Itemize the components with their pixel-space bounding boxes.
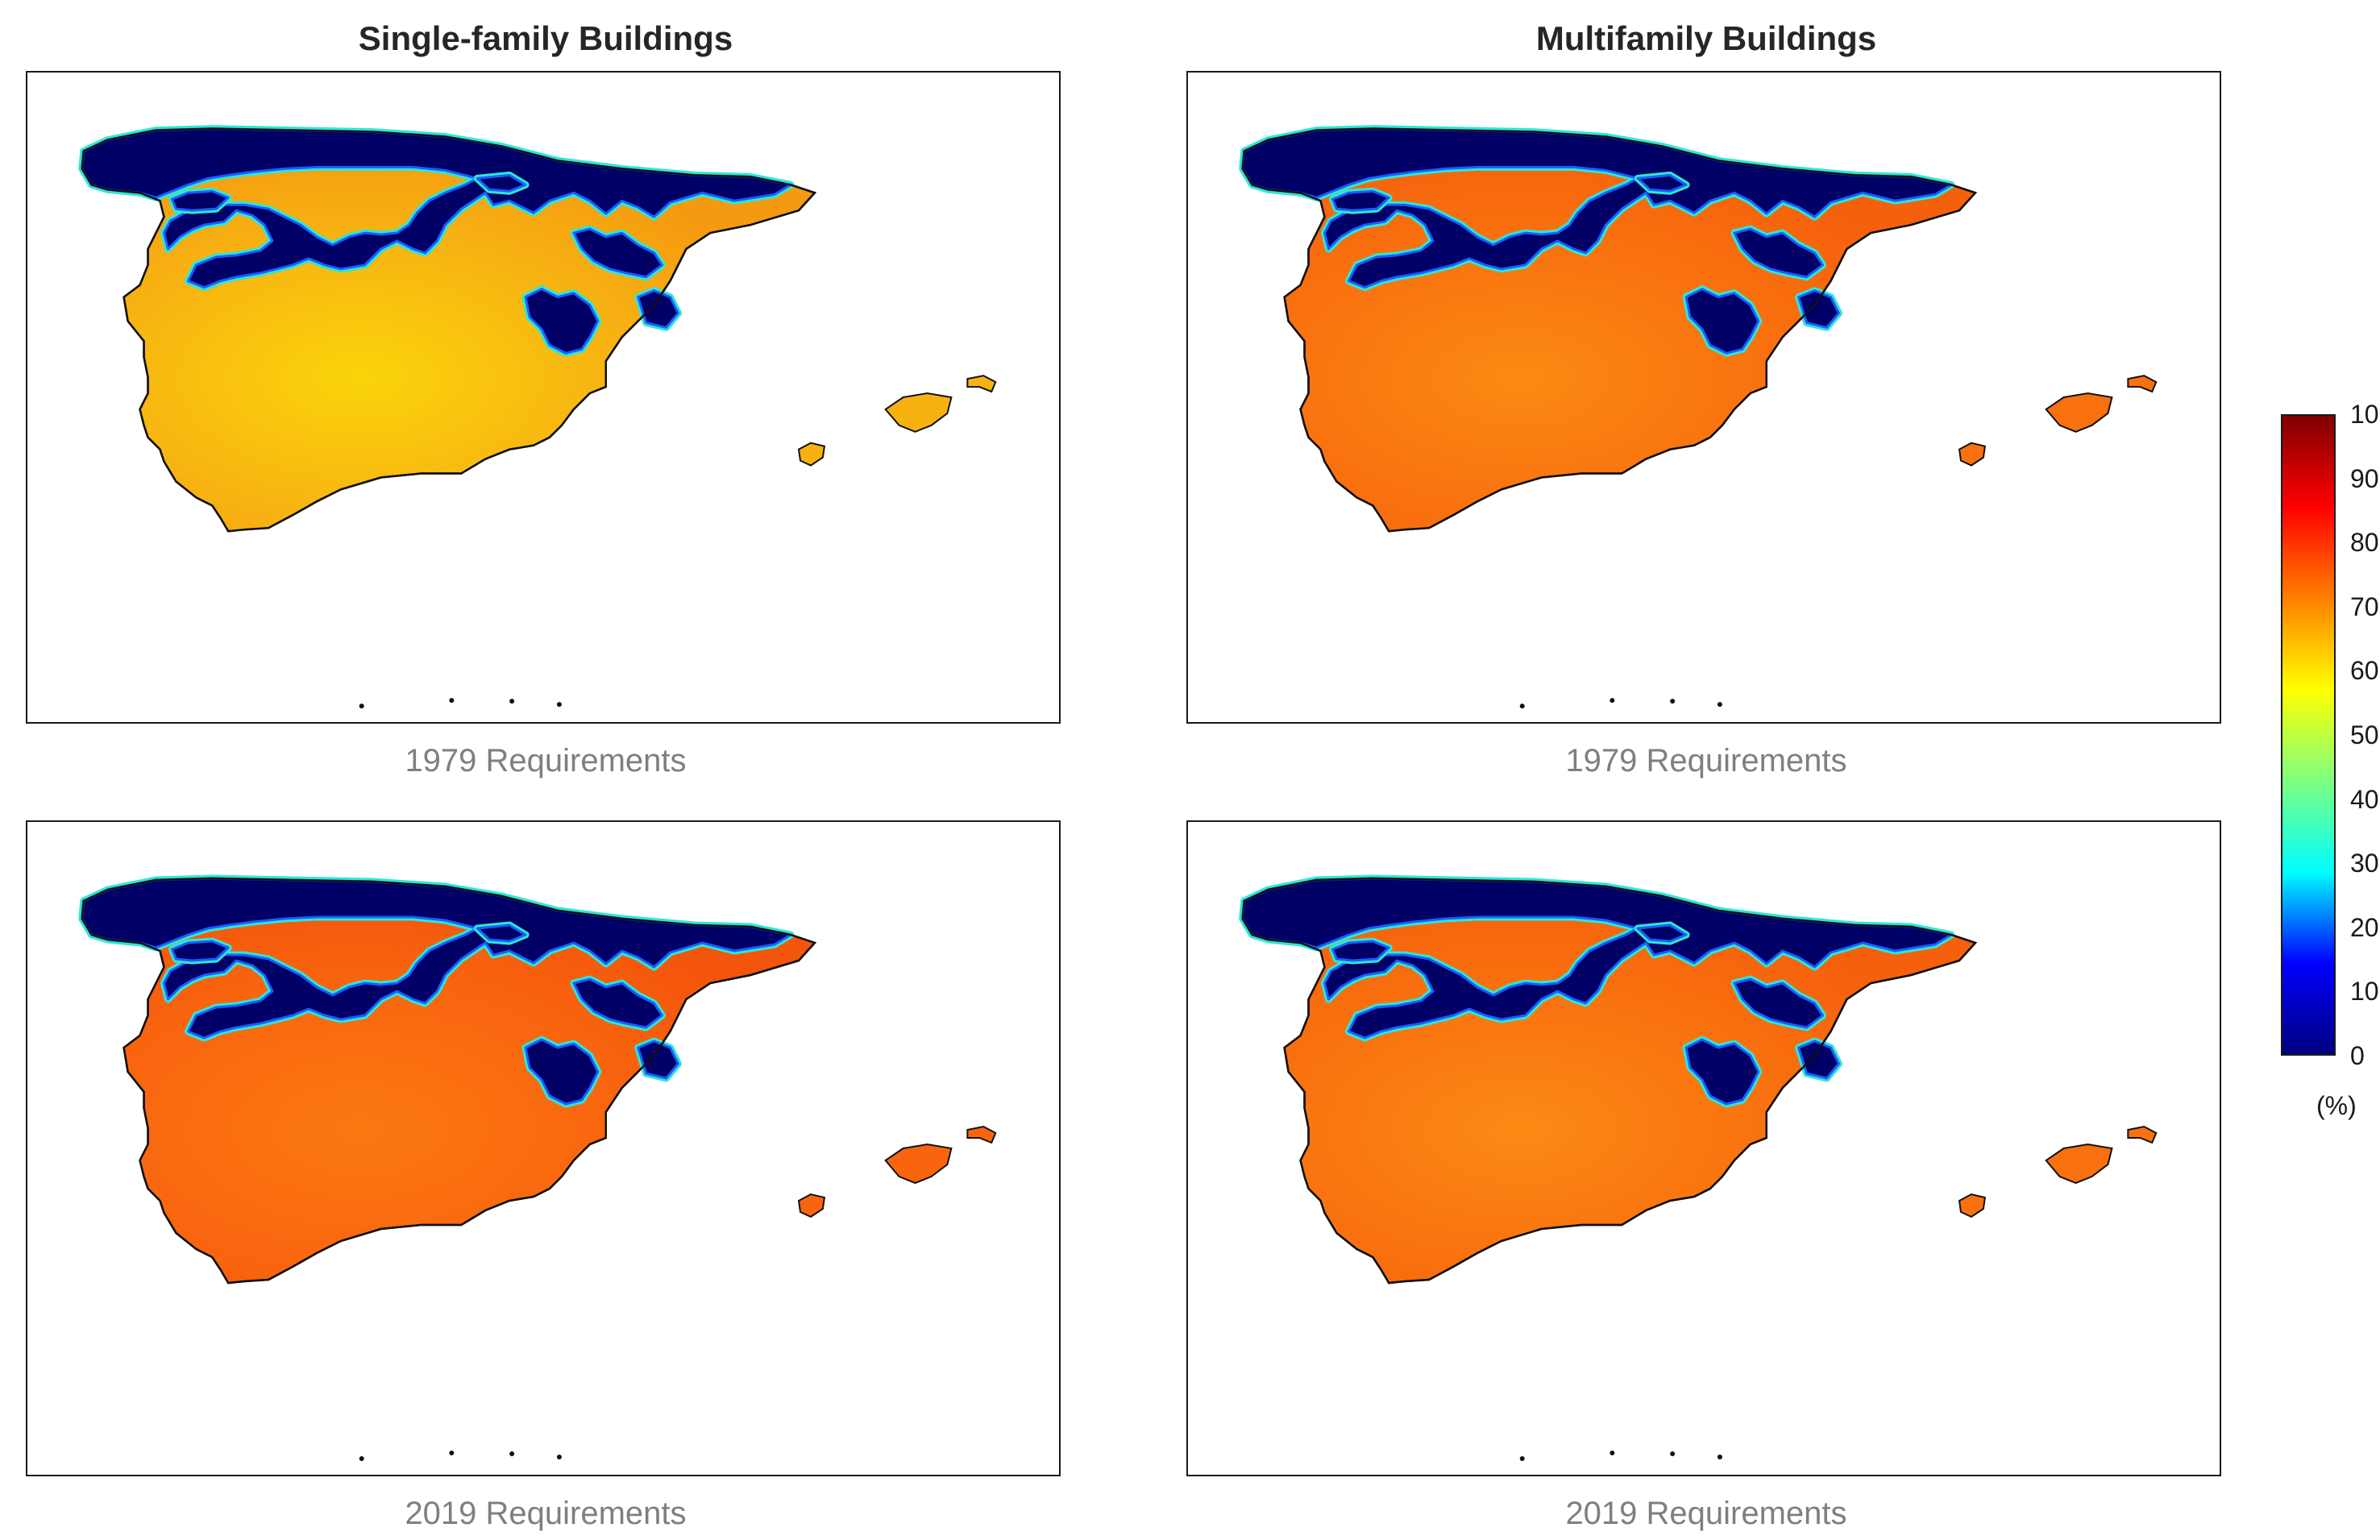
canary-islet-marker xyxy=(1519,1456,1525,1461)
canary-islet-marker xyxy=(556,1455,562,1459)
colorbar-tick-label: 90 xyxy=(2350,463,2379,493)
canary-islet-marker xyxy=(1610,698,1615,704)
cold-zone-region xyxy=(572,978,664,1029)
cold-zone-region xyxy=(170,189,230,212)
canary-islet-marker xyxy=(1670,699,1676,704)
canary-islet-marker xyxy=(1519,704,1525,709)
balearic-island xyxy=(2045,1143,2113,1185)
colorbar-unit-label: (%) xyxy=(2316,1091,2357,1120)
cold-zone-region xyxy=(1733,978,1825,1029)
colorbar-tick-label: 80 xyxy=(2350,528,2379,558)
cold-zone-region xyxy=(1797,289,1840,329)
canary-islet-marker xyxy=(449,698,455,704)
map-panel-single-family-1979 xyxy=(26,71,1061,724)
balearic-island xyxy=(2045,392,2113,433)
colorbar-tick-label: 20 xyxy=(2350,912,2379,942)
balearic-island xyxy=(797,442,826,467)
colorbar-tick-label: 0 xyxy=(2350,1041,2365,1070)
coastline xyxy=(81,877,817,1285)
canary-islet-marker xyxy=(449,1451,455,1455)
canary-islet-marker xyxy=(1717,1455,1722,1459)
colorbar-tick-label: 40 xyxy=(2350,784,2379,814)
map-panel-single-family-2019 xyxy=(26,820,1061,1476)
column-title-single-family: Single-family Buildings xyxy=(358,19,733,57)
canary-islet-marker xyxy=(509,1451,515,1456)
colorbar-tick-label: 30 xyxy=(2350,849,2379,878)
map-panel-multifamily-2019 xyxy=(1186,820,2221,1476)
balearic-island xyxy=(1958,442,1987,467)
balearic-island xyxy=(966,375,997,393)
caption-single-family-2019: 2019 Requirements xyxy=(405,1496,687,1531)
canary-islet-marker xyxy=(1610,1451,1615,1455)
colorbar-tick-label: 60 xyxy=(2350,656,2379,686)
cold-zone-region xyxy=(1636,924,1688,943)
canary-islet-marker xyxy=(556,702,562,708)
colorbar-tick-label: 10 xyxy=(2350,977,2379,1007)
canary-islet-marker xyxy=(1717,702,1722,708)
map-panel-multifamily-1979 xyxy=(1186,71,2221,724)
coastline xyxy=(1241,877,1978,1285)
balearic-island xyxy=(1958,1193,1987,1218)
cold-zone-region xyxy=(1733,227,1825,279)
cold-zone-region xyxy=(170,940,230,962)
cold-zone-region xyxy=(1331,189,1390,212)
cold-zone-region xyxy=(572,227,664,279)
caption-multifamily-1979: 1979 Requirements xyxy=(1565,743,1847,778)
colorbar-tick-label: 70 xyxy=(2350,592,2379,621)
colorbar xyxy=(2281,414,2336,1056)
cold-zone-region xyxy=(637,1040,679,1080)
coastline xyxy=(81,127,817,533)
caption-multifamily-2019: 2019 Requirements xyxy=(1565,1496,1847,1531)
cold-zone-region xyxy=(1684,288,1760,355)
cold-zone-region xyxy=(524,1038,600,1106)
spain-map-single-family-2019 xyxy=(78,874,997,1461)
balearic-island xyxy=(884,1143,953,1185)
column-title-multifamily: Multifamily Buildings xyxy=(1535,19,1877,57)
canary-islet-marker xyxy=(509,699,515,704)
spain-map-single-family-1979 xyxy=(78,125,997,709)
balearic-island xyxy=(884,392,953,433)
cold-zone-region xyxy=(1331,940,1390,962)
coastline xyxy=(1241,127,1978,533)
cold-zone-region xyxy=(1636,173,1688,193)
canary-islet-marker xyxy=(1670,1451,1676,1456)
cold-zone-region xyxy=(637,289,679,329)
spain-map-multifamily-2019 xyxy=(1239,874,2158,1461)
cold-zone-region xyxy=(1797,1040,1840,1080)
canary-islet-marker xyxy=(359,1456,364,1461)
cold-zone-region xyxy=(524,288,600,355)
cold-zone-region xyxy=(476,173,527,193)
balearic-island xyxy=(2127,1125,2158,1144)
cold-zone-region xyxy=(1684,1038,1760,1106)
caption-single-family-1979: 1979 Requirements xyxy=(405,743,687,778)
balearic-island xyxy=(797,1193,826,1218)
spain-map-multifamily-1979 xyxy=(1239,125,2158,709)
cold-zone-region xyxy=(476,924,527,943)
colorbar-tick-label: 100 xyxy=(2350,400,2380,429)
balearic-island xyxy=(966,1125,997,1144)
colorbar-tick-label: 50 xyxy=(2350,720,2379,749)
balearic-island xyxy=(2127,375,2158,393)
canary-islet-marker xyxy=(359,704,364,709)
